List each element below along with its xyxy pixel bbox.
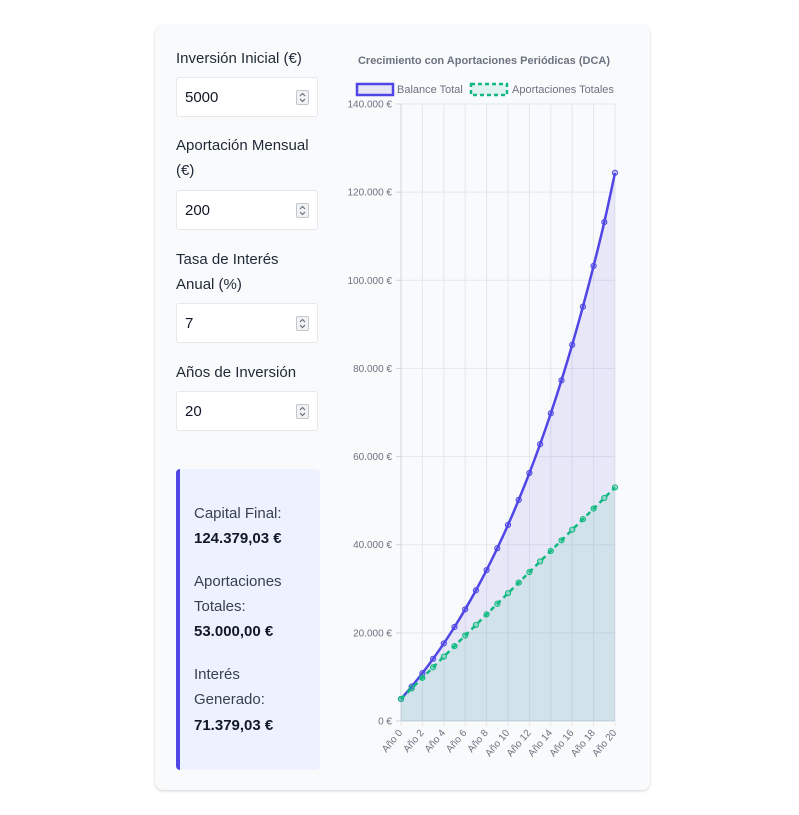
y-tick-label: 120.000 € <box>348 188 393 199</box>
balance-point <box>430 655 437 662</box>
contributions-point <box>590 505 597 512</box>
monthly-contribution-input[interactable]: 200 <box>176 190 318 230</box>
legend-swatch <box>355 82 395 97</box>
annual-rate-input[interactable]: 7 <box>176 303 318 343</box>
contributions-point <box>504 590 512 597</box>
contributions-point <box>430 664 437 671</box>
initial-investment-label: Inversión Inicial (€) <box>176 50 302 67</box>
balance-point <box>451 623 458 631</box>
contributions-point <box>547 547 554 554</box>
total-contributions-label: Aportaciones Totales: <box>194 573 282 615</box>
x-tick-label: Año 6 <box>444 728 470 755</box>
number-spinner-icon[interactable] <box>296 90 309 105</box>
monthly-contribution-label: Aportación Mensual (€) <box>176 137 309 179</box>
interest-generated-value: 71.379,03 € <box>194 717 274 734</box>
investment-years-value[interactable]: 20 <box>185 403 202 420</box>
balance-point <box>515 496 522 503</box>
contributions-point <box>494 600 501 607</box>
y-tick-label: 100.000 € <box>348 276 393 287</box>
chart-legend: Balance Total Aportaciones Totales <box>355 82 614 97</box>
monthly-contribution-value[interactable]: 200 <box>185 202 211 219</box>
balance-point <box>504 521 512 529</box>
balance-point <box>408 683 415 690</box>
balance-point <box>472 587 479 594</box>
contributions-point <box>601 494 608 502</box>
interest-generated-label: Interés Generado: <box>194 666 265 708</box>
y-tick-label: 80.000 € <box>353 364 392 375</box>
annual-rate-value[interactable]: 7 <box>185 315 194 332</box>
y-axis: 0 € 20.000 € 40.000 € 60.000 € 80.000 € 100.0… <box>348 100 393 728</box>
contributions-point <box>440 653 447 660</box>
contributions-point <box>451 642 458 650</box>
x-tick-label: Año 0 <box>380 728 406 755</box>
balance-point <box>462 606 469 613</box>
y-tick-label: 60.000 € <box>353 452 392 463</box>
number-spinner-icon[interactable] <box>296 316 309 331</box>
contributions-line <box>400 486 616 700</box>
contributions-point <box>515 579 522 586</box>
balance-point <box>547 410 554 417</box>
final-capital-value: 124.379,03 € <box>194 530 282 547</box>
balance-point <box>579 303 586 310</box>
legend-label: Balance Total <box>397 84 463 96</box>
balance-point <box>419 670 426 677</box>
contributions-point <box>526 568 533 576</box>
balance-point <box>494 545 501 552</box>
balance-point <box>526 469 533 477</box>
balance-point <box>537 441 544 448</box>
balance-point <box>483 566 490 574</box>
y-tick-label: 140.000 € <box>348 100 393 111</box>
results-panel: Capital Final: 124.379,03 € Aportaciones… <box>176 469 320 770</box>
legend-label: Aportaciones Totales <box>512 84 614 96</box>
x-tick-label: Año 4 <box>423 728 449 755</box>
annual-rate-label: Tasa de Interés Anual (%) <box>176 251 279 293</box>
contributions-point <box>462 632 469 639</box>
growth-chart: Crecimiento con Aportaciones Periódicas … <box>348 55 620 760</box>
chart-plot <box>397 169 619 721</box>
x-tick-label: Año 2 <box>401 728 427 755</box>
balance-point <box>601 219 608 226</box>
number-spinner-icon[interactable] <box>296 203 309 218</box>
investment-years-input[interactable]: 20 <box>176 391 318 431</box>
contributions-point <box>579 516 586 523</box>
investment-years-label: Años de Inversión <box>176 364 297 381</box>
balance-point <box>569 341 576 348</box>
x-tick-label: Año 20 <box>590 728 619 760</box>
balance-point <box>440 640 447 647</box>
contributions-point <box>408 685 415 692</box>
contributions-point <box>483 611 490 618</box>
number-spinner-icon[interactable] <box>296 404 309 419</box>
balance-line <box>400 172 617 700</box>
balance-point <box>611 169 619 176</box>
contributions-point <box>537 558 544 565</box>
contributions-point <box>569 526 576 533</box>
contributions-point <box>397 695 405 703</box>
y-tick-label: 40.000 € <box>353 540 392 551</box>
balance-point <box>590 262 597 269</box>
y-tick-label: 20.000 € <box>353 628 392 639</box>
chart-grid <box>396 103 616 726</box>
balance-area <box>401 172 615 721</box>
total-contributions-value: 53.000,00 € <box>194 623 274 640</box>
legend-swatch <box>469 82 509 97</box>
balance-point <box>558 377 565 384</box>
chart-title: Crecimiento con Aportaciones Periódicas … <box>358 55 610 67</box>
initial-investment-input[interactable]: 5000 <box>176 77 318 117</box>
contributions-point <box>472 621 479 629</box>
contributions-point <box>611 484 619 491</box>
contributions-area <box>401 487 615 721</box>
y-tick-label: 0 € <box>378 717 392 728</box>
final-capital-label: Capital Final: <box>194 505 282 522</box>
initial-investment-value[interactable]: 5000 <box>185 89 219 106</box>
contributions-point <box>419 674 426 681</box>
contributions-point <box>558 537 565 544</box>
